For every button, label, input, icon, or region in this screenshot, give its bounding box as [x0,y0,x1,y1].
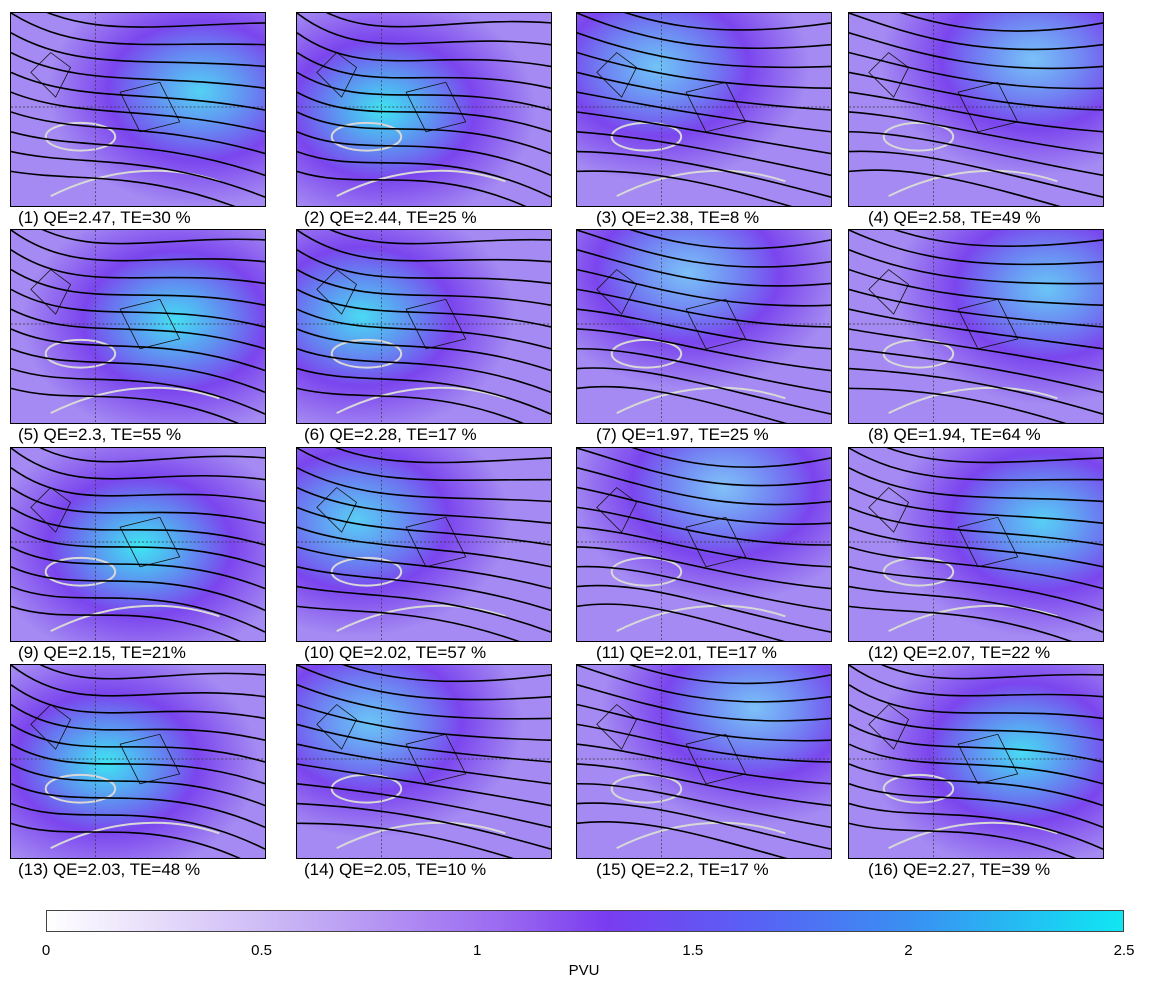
map-field [297,665,551,858]
colorbar-tick-label: 0.5 [251,942,273,959]
panel-caption: (13) QE=2.03, TE=48 % [18,860,201,879]
map-panel [10,664,266,859]
map-panel [576,447,832,642]
panel-caption: (5) QE=2.3, TE=55 % [18,425,182,444]
map-field [297,230,551,423]
map-panel [296,12,552,207]
panel-caption: (8) QE=1.94, TE=64 % [868,425,1041,444]
map-panel [10,12,266,207]
panel-caption: (9) QE=2.15, TE=21% [18,643,186,662]
map-panel [848,447,1104,642]
colorbar-tick-label: 0 [41,942,51,959]
map-field [11,13,265,206]
colorbar-tick-label: 1 [473,942,482,959]
map-panel [576,664,832,859]
map-panel [848,12,1104,207]
panel-caption: (2) QE=2.44, TE=25 % [304,208,477,227]
map-field [11,448,265,641]
map-field [11,665,265,858]
panel-caption: (7) QE=1.97, TE=25 % [596,425,769,444]
panel-caption: (3) QE=2.38, TE=8 % [596,208,760,227]
map-field [297,13,551,206]
panel-caption: (11) QE=2.01, TE=17 % [596,643,777,662]
map-field [577,230,831,423]
map-field [849,448,1103,641]
map-panel [296,664,552,859]
panel-caption: (15) QE=2.2, TE=17 % [596,860,769,879]
colorbar [46,910,1124,932]
map-field [849,665,1103,858]
panel-caption: (4) QE=2.58, TE=49 % [868,208,1041,227]
map-field [577,665,831,858]
map-field [577,13,831,206]
panel-caption: (10) QE=2.02, TE=57 % [304,643,487,662]
map-field [11,230,265,423]
map-panel [848,664,1104,859]
map-field [297,448,551,641]
panel-caption: (16) QE=2.27, TE=39 % [868,860,1051,879]
colorbar-tick-label: 1.5 [682,942,704,959]
panel-caption: (6) QE=2.28, TE=17 % [304,425,477,444]
map-panel [576,229,832,424]
panel-caption: (14) QE=2.05, TE=10 % [304,860,487,879]
map-panel [848,229,1104,424]
map-field [849,13,1103,206]
map-field [577,448,831,641]
colorbar-label: PVU [568,962,600,979]
colorbar-tick-label: 2 [904,942,913,959]
panel-caption: (12) QE=2.07, TE=22 % [868,643,1051,662]
colorbar-tick-label: 2.5 [1113,942,1135,959]
map-panel [10,447,266,642]
panel-caption: (1) QE=2.47, TE=30 % [18,208,191,227]
map-field [849,230,1103,423]
map-panel [296,229,552,424]
map-panel [10,229,266,424]
map-panel [576,12,832,207]
map-panel [296,447,552,642]
